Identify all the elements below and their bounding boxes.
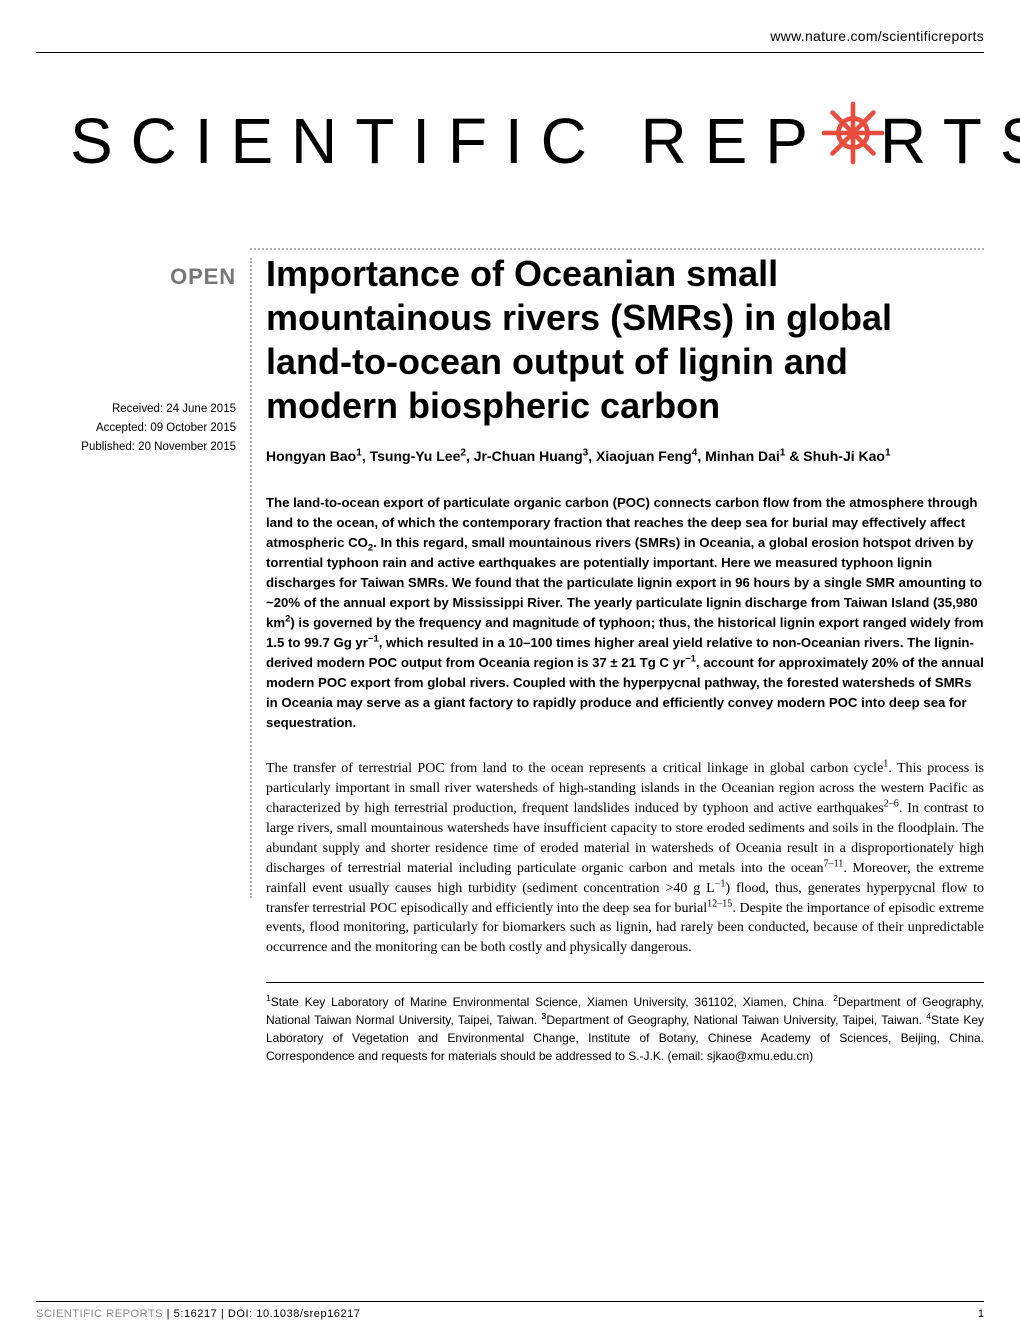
footer-citation: SCIENTIFIC REPORTS | 5:16217 | DOI: 10.1… — [36, 1308, 360, 1320]
header-bar: www.nature.com/scientificreports — [36, 28, 984, 53]
dotted-separator-h — [250, 248, 984, 250]
date-accepted: Accepted: 09 October 2015 — [36, 419, 236, 438]
journal-logo: SCIENTIFIC REP — [70, 100, 950, 181]
logo-text-1: SCIENTIFIC — [70, 104, 605, 178]
footer-journal: SCIENTIFIC REPORTS — [36, 1308, 163, 1320]
left-column: OPEN Received: 24 June 2015 Accepted: 09… — [36, 264, 236, 457]
abstract: The land-to-ocean export of particulate … — [266, 493, 984, 734]
footer-doi: | 5:16217 | DOI: 10.1038/srep16217 — [163, 1308, 360, 1320]
logo-text-3: RTS — [880, 104, 1020, 178]
body-paragraph: The transfer of terrestrial POC from lan… — [266, 759, 984, 958]
date-published: Published: 20 November 2015 — [36, 438, 236, 457]
open-access-badge: OPEN — [36, 264, 236, 290]
page-footer: SCIENTIFIC REPORTS | 5:16217 | DOI: 10.1… — [36, 1301, 984, 1320]
article-dates: Received: 24 June 2015 Accepted: 09 Octo… — [36, 400, 236, 457]
header-rule — [36, 52, 984, 53]
date-received: Received: 24 June 2015 — [36, 400, 236, 419]
author-list: Hongyan Bao1, Tsung-Yu Lee2, Jr-Chuan Hu… — [266, 446, 984, 467]
gear-icon — [820, 100, 886, 181]
affiliations: 1State Key Laboratory of Marine Environm… — [266, 982, 984, 1065]
logo-text-2: REP — [640, 104, 825, 178]
page-number: 1 — [978, 1308, 984, 1320]
dotted-separator-v — [250, 258, 252, 898]
journal-url[interactable]: www.nature.com/scientificreports — [770, 28, 984, 44]
article-title: Importance of Oceanian small mountainous… — [266, 252, 984, 428]
main-column: Importance of Oceanian small mountainous… — [266, 252, 984, 1065]
